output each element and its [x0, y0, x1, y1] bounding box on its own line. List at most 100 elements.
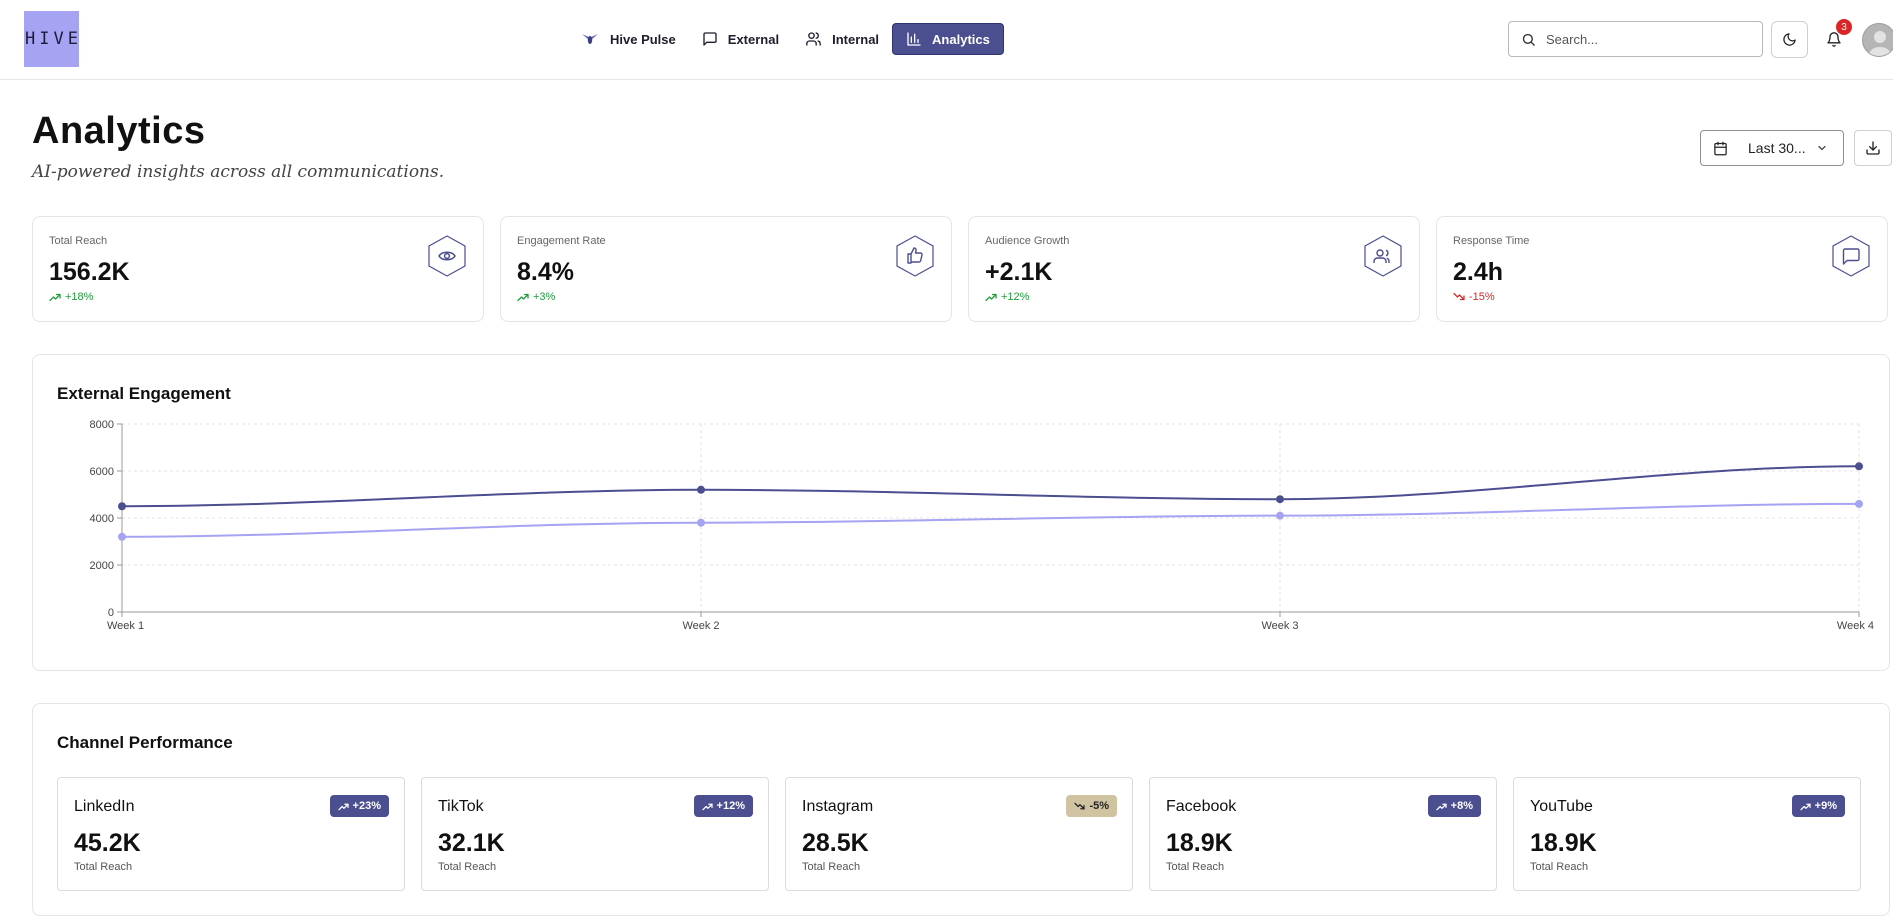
stat-change: +18%	[49, 291, 93, 303]
channel-performance-section: Channel Performance LinkedIn +23% 45.2K …	[32, 703, 1890, 916]
trend-up-icon	[49, 293, 61, 302]
channel-card-youtube[interactable]: YouTube +9% 18.9K Total Reach	[1513, 777, 1861, 891]
channel-value: 18.9K	[1530, 829, 1597, 857]
y-tick-label: 6000	[90, 466, 114, 478]
bar-chart-icon	[907, 32, 921, 46]
top-bar: HIVE Hive Pulse External Internal Analyt…	[0, 0, 1893, 80]
stat-value: 2.4h	[1453, 258, 1504, 286]
stat-change-value: +18%	[65, 291, 94, 303]
data-point	[1276, 495, 1284, 504]
section-title: Channel Performance	[57, 733, 233, 752]
channel-change-value: -5%	[1089, 800, 1109, 812]
channel-card-instagram[interactable]: Instagram -5% 28.5K Total Reach	[785, 777, 1133, 891]
message-square-icon	[703, 32, 717, 46]
channel-value: 28.5K	[802, 829, 869, 857]
channel-name: LinkedIn	[74, 798, 135, 815]
data-point	[1855, 499, 1863, 508]
search-icon	[1522, 33, 1535, 46]
data-point	[1276, 511, 1284, 520]
data-point	[118, 502, 126, 511]
channel-value: 32.1K	[438, 829, 505, 857]
stat-change-value: +12%	[1001, 291, 1030, 303]
users-icon	[1364, 235, 1402, 277]
notifications-button[interactable]	[1822, 27, 1846, 51]
data-point	[697, 518, 705, 527]
stat-change: +12%	[985, 291, 1029, 303]
channel-value: 45.2K	[74, 829, 141, 857]
stat-value: 8.4%	[517, 258, 574, 286]
x-tick-label: Week 1	[107, 620, 144, 632]
trend-up-icon	[517, 293, 529, 302]
date-range-select[interactable]: Last 30...	[1700, 130, 1844, 166]
notification-count-badge: 3	[1836, 19, 1852, 35]
search-box[interactable]	[1508, 21, 1763, 57]
date-range-label: Last 30...	[1748, 140, 1806, 156]
stat-label: Audience Growth	[985, 235, 1070, 247]
bell-icon	[1827, 31, 1841, 47]
nav-item-internal[interactable]: Internal	[792, 23, 892, 55]
channel-change-value: +23%	[352, 800, 381, 812]
user-avatar[interactable]	[1862, 23, 1893, 57]
channel-value: 18.9K	[1166, 829, 1233, 857]
chart-title: External Engagement	[57, 384, 231, 403]
eye-icon	[428, 235, 466, 277]
channel-name: YouTube	[1530, 798, 1593, 815]
engagement-chart-card: External Engagement 0 2000 4000 6000 8000 Wee…	[32, 354, 1890, 671]
channel-change-badge: +9%	[1791, 795, 1845, 817]
trend-down-icon	[1074, 802, 1086, 809]
bee-icon	[582, 34, 598, 44]
download-icon	[1866, 141, 1880, 155]
nav-label-analytics: Analytics	[932, 31, 990, 47]
nav-item-external[interactable]: External	[689, 23, 792, 55]
data-point	[1855, 462, 1863, 471]
stat-change: -15%	[1453, 291, 1495, 303]
stat-change-value: +3%	[533, 291, 556, 303]
search-input[interactable]	[1546, 31, 1746, 47]
moon-icon	[1783, 33, 1796, 46]
channel-change-badge: +12%	[693, 795, 753, 817]
stat-value: +2.1K	[985, 258, 1053, 286]
y-tick-label: 8000	[90, 419, 114, 431]
channel-card-linkedin[interactable]: LinkedIn +23% 45.2K Total Reach	[57, 777, 405, 891]
channel-card-facebook[interactable]: Facebook +8% 18.9K Total Reach	[1149, 777, 1497, 891]
trend-up-icon	[701, 803, 713, 810]
trend-up-icon	[985, 293, 997, 302]
users-icon	[806, 32, 821, 46]
x-tick-label: Week 2	[682, 620, 719, 632]
hive-logo[interactable]: HIVE	[24, 11, 79, 67]
nav-label-external: External	[727, 31, 780, 47]
theme-toggle-button[interactable]	[1771, 21, 1808, 58]
x-tick-label: Week 3	[1261, 620, 1298, 632]
stat-card-total-reach: Total Reach 156.2K +18%	[32, 216, 484, 322]
series-line-1	[121, 465, 1860, 508]
nav-item-analytics[interactable]: Analytics	[892, 23, 1004, 55]
trend-up-icon	[1436, 803, 1447, 810]
download-button[interactable]	[1854, 130, 1892, 166]
channel-card-tiktok[interactable]: TikTok +12% 32.1K Total Reach	[421, 777, 769, 891]
stat-change: +3%	[517, 291, 555, 303]
y-tick-label: 0	[108, 607, 114, 619]
series-line-2	[121, 502, 1860, 538]
stat-card-engagement-rate: Engagement Rate 8.4% +3%	[500, 216, 952, 322]
channel-change-badge: +8%	[1427, 795, 1481, 817]
y-tick-label: 4000	[90, 513, 114, 525]
message-square-icon	[1832, 235, 1870, 277]
nav-label-internal: Internal	[832, 31, 880, 47]
data-point	[697, 485, 705, 494]
stat-value: 156.2K	[49, 258, 130, 286]
stat-label: Total Reach	[49, 235, 108, 247]
channel-change-value: +8%	[1450, 800, 1473, 812]
trend-up-icon	[1800, 803, 1811, 810]
channel-change-value: +9%	[1814, 800, 1837, 812]
channel-sub-label: Total Reach	[1166, 861, 1225, 873]
channel-sub-label: Total Reach	[802, 861, 861, 873]
engagement-line-chart: 0 2000 4000 6000 8000 Week 1 Week 2 Week 3 Week …	[90, 419, 1874, 632]
stat-label: Engagement Rate	[517, 235, 606, 247]
channel-change-badge: +23%	[329, 795, 389, 817]
channel-sub-label: Total Reach	[74, 861, 133, 873]
channel-name: Instagram	[802, 798, 874, 815]
nav-item-hive-pulse[interactable]: Hive Pulse	[580, 23, 689, 55]
channel-name: TikTok	[438, 798, 484, 815]
y-tick-label: 2000	[90, 560, 114, 572]
stat-change-value: -15%	[1469, 291, 1495, 303]
